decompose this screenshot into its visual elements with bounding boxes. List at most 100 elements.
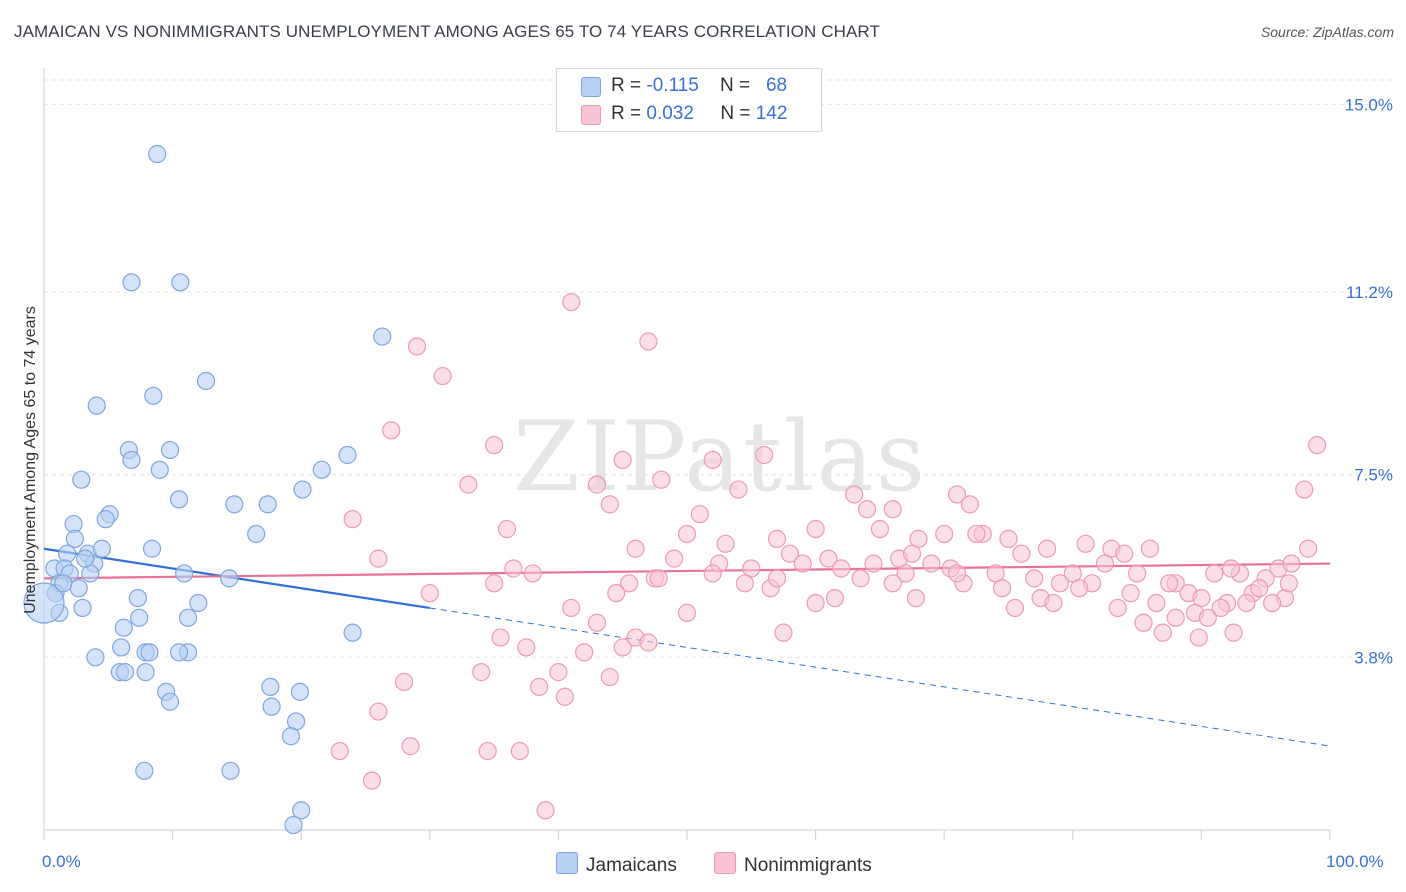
jamaican-point-52: [115, 663, 135, 682]
nonimmigrant-point-136: [1221, 559, 1241, 578]
jamaican-trend-extension: [429, 607, 1331, 747]
source-label: Source: ZipAtlas.com: [1260, 24, 1394, 40]
nonimmigrant-point-58: [1050, 574, 1070, 593]
nonimmigrant-point-67: [1282, 554, 1301, 573]
jamaican-point-41: [178, 608, 198, 627]
nonimmigrant-point-134: [1250, 579, 1269, 598]
nonimmigrant-point-40: [922, 554, 941, 573]
legend-n-label: N =: [720, 103, 751, 124]
nonimmigrant-point-6: [1308, 436, 1327, 455]
nonimmigrant-point-22: [343, 510, 362, 529]
nonimmigrant-point-69: [523, 564, 542, 583]
jamaican-point-4: [196, 371, 216, 391]
y-tick-label-3: 15.0%: [1345, 96, 1393, 115]
nonimmigrant-point-105: [1153, 623, 1172, 642]
jamaican-point-60: [281, 727, 301, 746]
jamaican-point-22: [65, 529, 84, 548]
nonimmigrant-point-11: [587, 475, 607, 494]
nonimmigrant-point-32: [967, 524, 986, 544]
nonimmigrant-point-126: [362, 771, 382, 790]
nonimmigrant-point-16: [947, 485, 967, 504]
jamaican-point-14: [293, 480, 312, 499]
nonimmigrant-point-121: [369, 702, 388, 721]
nonimmigrant-point-2: [639, 332, 658, 351]
jamaican-point-66: [54, 574, 73, 593]
nonimmigrant-point-99: [677, 603, 697, 622]
nonimmigrant-point-76: [992, 579, 1012, 598]
jamaican-point-17: [258, 495, 277, 514]
y-axis-label: Unemployment Among Ages 65 to 74 years: [22, 306, 39, 614]
jamaican-point-5: [144, 386, 163, 405]
bottom-legend-swatch-blue: [556, 852, 578, 874]
legend-r-value: 0.032: [646, 103, 694, 124]
nonimmigrant-point-87: [607, 584, 626, 603]
jamaican-point-13: [72, 470, 91, 489]
data-points: [23, 144, 1327, 835]
nonimmigrant-point-96: [1237, 593, 1256, 613]
legend-n-value: 68: [765, 75, 788, 96]
nonimmigrant-point-3: [433, 366, 452, 386]
nonimmigrant-point-5: [485, 436, 504, 455]
nonimmigrant-point-12: [652, 470, 671, 489]
nonimmigrant-point-131: [883, 574, 902, 593]
jamaican-point-64: [284, 815, 303, 835]
nonimmigrant-point-72: [735, 574, 754, 593]
nonimmigrant-point-106: [1224, 623, 1243, 642]
legend-n-label: N =: [719, 75, 751, 96]
nonimmigrant-point-123: [330, 741, 349, 761]
nonimmigrant-point-100: [587, 613, 607, 632]
nonimmigrant-point-63: [1205, 564, 1224, 583]
nonimmigrant-point-124: [478, 741, 497, 761]
nonimmigrant-point-74: [851, 569, 870, 588]
nonimmigrant-point-117: [600, 667, 619, 687]
nonimmigrant-point-31: [999, 529, 1018, 548]
jamaican-point-58: [262, 697, 281, 716]
jamaican-point-33: [69, 579, 88, 598]
jamaican-point-48: [140, 643, 159, 662]
nonimmigrant-point-70: [620, 574, 639, 593]
jamaican-point-6: [87, 396, 106, 415]
y-tick-label-2: 11.2%: [1346, 283, 1393, 302]
jamaican-point-67: [76, 549, 95, 568]
nonimmigrant-trend-line: [43, 562, 1331, 580]
bottom-legend-nonimmigrants: Nonimmigrants: [714, 852, 872, 877]
nonimmigrant-point-122: [401, 737, 420, 756]
nonimmigrant-point-113: [613, 638, 632, 657]
nonimmigrant-point-88: [825, 588, 844, 608]
nonimmigrant-point-9: [755, 445, 774, 465]
nonimmigrant-point-135: [1279, 574, 1298, 593]
jamaican-point-50: [169, 643, 189, 662]
nonimmigrant-point-114: [575, 643, 594, 662]
nonimmigrant-point-108: [491, 628, 510, 647]
jamaican-point-47: [86, 648, 105, 667]
nonimmigrant-point-116: [549, 663, 568, 682]
nonimmigrant-point-79: [1121, 584, 1140, 603]
nonimmigrant-point-133: [1070, 579, 1089, 598]
y-tick-labels: 3.8% 7.5% 11.2% 15.0%: [1345, 96, 1393, 668]
nonimmigrant-point-20: [857, 500, 877, 519]
nonimmigrant-point-61: [1127, 564, 1147, 583]
nonimmigrant-point-97: [1263, 593, 1282, 613]
nonimmigrant-point-19: [690, 505, 709, 524]
nonimmigrant-point-29: [935, 524, 954, 544]
nonimmigrant-point-43: [1076, 534, 1095, 553]
nonimmigrant-point-90: [1005, 598, 1025, 618]
nonimmigrant-point-42: [1037, 539, 1057, 558]
jamaican-point-55: [290, 682, 310, 701]
nonimmigrant-point-95: [1211, 598, 1230, 618]
jamaican-point-61: [135, 761, 154, 780]
nonimmigrant-point-41: [1012, 544, 1031, 563]
nonimmigrant-point-112: [517, 638, 536, 657]
nonimmigrant-point-128: [649, 569, 668, 588]
chart-title: JAMAICAN VS NONIMMIGRANTS UNEMPLOYMENT A…: [14, 22, 880, 41]
legend-n-value: 142: [755, 103, 788, 124]
nonimmigrant-point-36: [819, 549, 838, 568]
jamaican-point-12: [338, 445, 357, 465]
jamaican-point-25: [92, 539, 111, 558]
nonimmigrant-point-91: [1044, 593, 1063, 613]
y-tick-label-0: 3.8%: [1354, 648, 1393, 667]
bottom-legend-label: Nonimmigrants: [744, 855, 872, 876]
nonimmigrant-point-17: [960, 495, 980, 514]
nonimmigrant-point-4: [382, 421, 401, 440]
bottom-legend-jamaicans: Jamaicans: [556, 852, 677, 877]
